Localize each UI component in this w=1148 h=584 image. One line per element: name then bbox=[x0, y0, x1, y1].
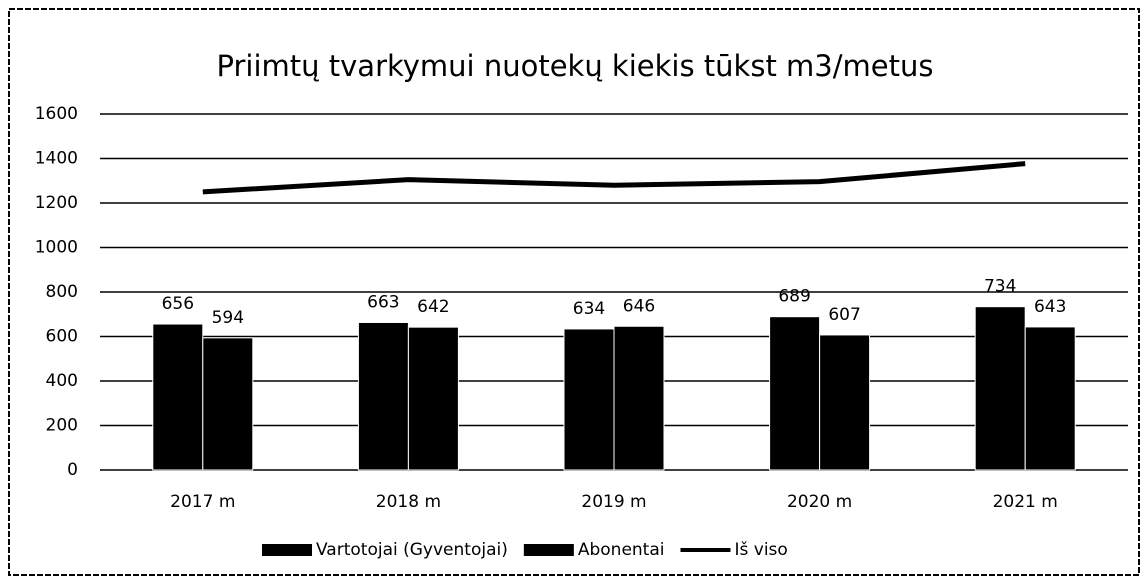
y-tick-label: 1200 bbox=[35, 193, 78, 213]
line-series bbox=[202, 161, 1026, 195]
x-tick-label: 2019 m bbox=[581, 492, 646, 512]
bar bbox=[407, 326, 459, 471]
legend-label: Iš viso bbox=[734, 540, 787, 560]
y-tick-label: 1600 bbox=[35, 104, 78, 124]
y-tick-label: 400 bbox=[46, 371, 78, 391]
x-tick-label: 2018 m bbox=[376, 492, 441, 512]
x-tick-label: 2020 m bbox=[787, 492, 852, 512]
legend-label: Vartotojai (Gyventojai) bbox=[316, 540, 508, 560]
bar bbox=[974, 306, 1026, 471]
bar bbox=[769, 316, 821, 471]
chart-title: Priimtų tvarkymui nuotekų kiekis tūkst m… bbox=[217, 49, 934, 83]
legend-swatch bbox=[523, 544, 574, 556]
bar bbox=[152, 323, 204, 471]
data-label: 594 bbox=[212, 308, 244, 328]
data-label: 634 bbox=[573, 299, 605, 319]
bar bbox=[202, 337, 254, 471]
data-label: 643 bbox=[1034, 297, 1066, 317]
y-tick-label: 800 bbox=[46, 282, 78, 302]
chart-frame bbox=[8, 8, 1140, 576]
bar bbox=[357, 321, 409, 471]
legend-label: Abonentai bbox=[578, 540, 665, 560]
y-tick-label: 1400 bbox=[35, 149, 78, 169]
y-tick-label: 1000 bbox=[35, 238, 78, 258]
y-tick-label: 200 bbox=[46, 416, 78, 436]
x-tick-label: 2021 m bbox=[993, 492, 1058, 512]
x-tick-label: 2017 m bbox=[170, 492, 235, 512]
data-label: 656 bbox=[162, 294, 194, 314]
bar bbox=[563, 328, 615, 471]
data-label: 734 bbox=[984, 277, 1016, 297]
data-label: 642 bbox=[417, 297, 449, 317]
bar bbox=[1024, 326, 1076, 471]
y-tick-label: 0 bbox=[67, 460, 78, 480]
legend-swatch bbox=[262, 544, 312, 556]
data-label: 646 bbox=[623, 296, 655, 316]
y-tick-label: 600 bbox=[46, 327, 78, 347]
bar bbox=[819, 334, 871, 471]
data-label: 607 bbox=[828, 305, 860, 325]
data-label: 663 bbox=[367, 292, 399, 312]
bar bbox=[613, 325, 665, 471]
data-label: 689 bbox=[778, 287, 810, 307]
